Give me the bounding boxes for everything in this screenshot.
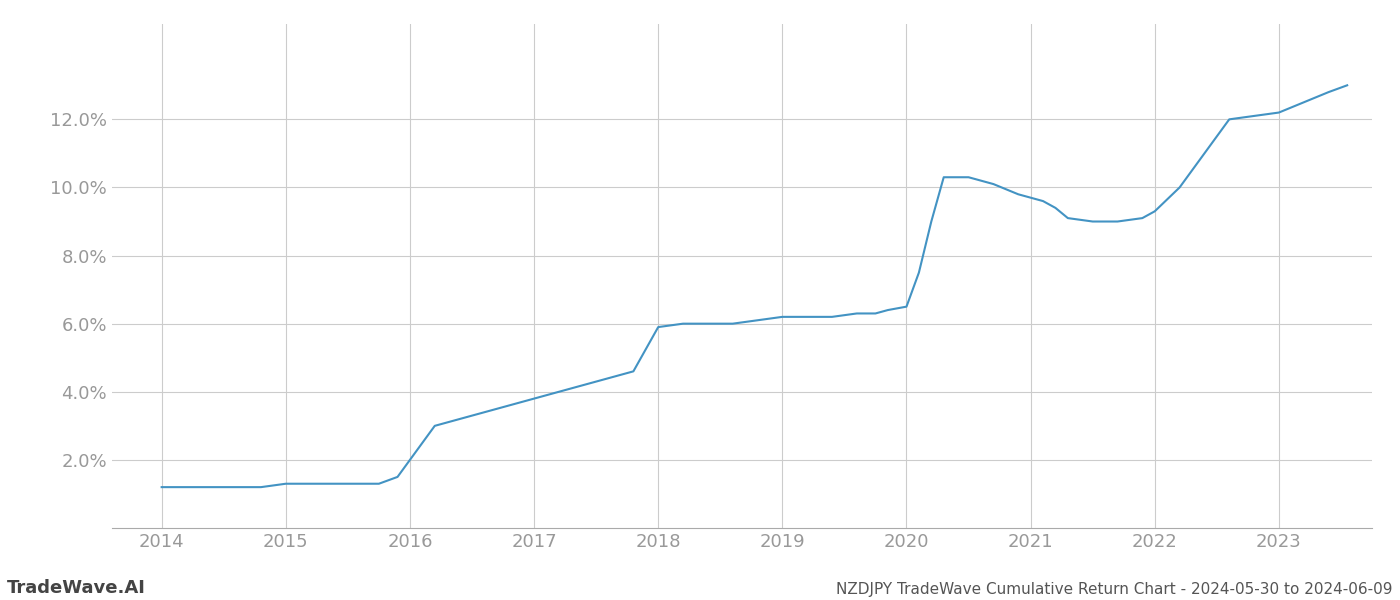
Text: NZDJPY TradeWave Cumulative Return Chart - 2024-05-30 to 2024-06-09: NZDJPY TradeWave Cumulative Return Chart… bbox=[837, 582, 1393, 597]
Text: TradeWave.AI: TradeWave.AI bbox=[7, 579, 146, 597]
